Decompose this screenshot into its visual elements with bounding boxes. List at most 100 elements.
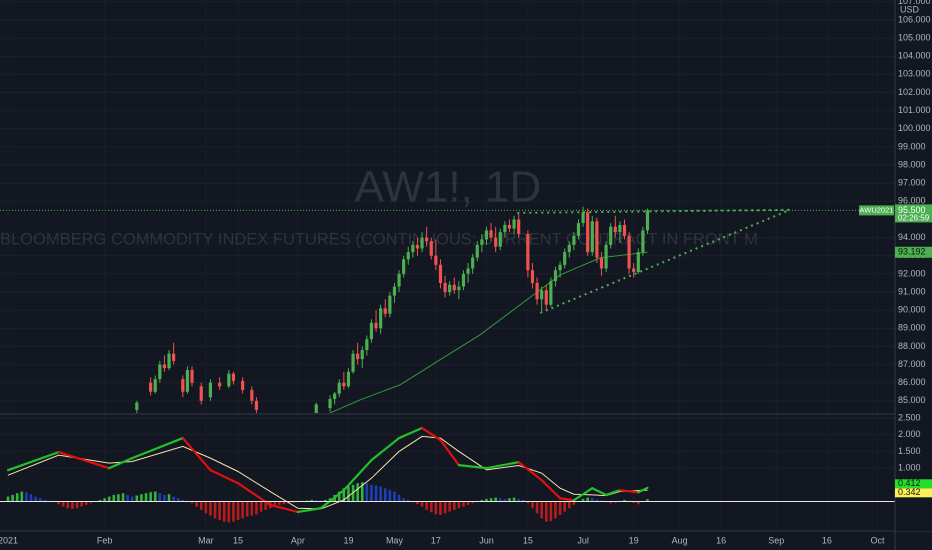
- histogram-bar: [590, 498, 594, 502]
- x-tick-label: 15: [233, 535, 243, 545]
- x-tick-label: Jul: [577, 535, 589, 545]
- macd-tick-label: 2.500: [898, 412, 921, 422]
- histogram-bar: [480, 499, 484, 502]
- histogram-bar: [130, 496, 134, 502]
- candle-body: [199, 386, 203, 401]
- histogram-bar: [190, 501, 194, 504]
- histogram-bar: [218, 501, 221, 520]
- histogram-bar: [126, 494, 129, 502]
- histogram-bar: [439, 501, 442, 515]
- contract-label: AWU2021: [860, 205, 894, 214]
- histogram-bar: [379, 486, 382, 502]
- histogram-bar: [57, 501, 60, 505]
- macd-line: [439, 438, 460, 467]
- candle-body: [420, 237, 424, 249]
- candle-body: [374, 322, 378, 329]
- candle-body: [429, 241, 433, 256]
- histogram-bar: [471, 501, 474, 504]
- histogram-bar: [609, 501, 612, 504]
- candle-body: [379, 308, 383, 329]
- signal-label: 0.342: [898, 487, 921, 497]
- y-tick-label: 88.000: [898, 341, 926, 351]
- histogram-bar: [98, 499, 102, 502]
- candle-body: [553, 270, 558, 282]
- x-tick-label: Oct: [871, 535, 886, 545]
- candle-body: [181, 379, 185, 392]
- histogram-bar: [103, 498, 106, 502]
- candle-body: [172, 353, 176, 361]
- histogram-bar: [429, 501, 433, 513]
- macd-tick-label: 1.500: [898, 446, 921, 456]
- watermark-description: BLOOMBERG COMMODITY INDEX FUTURES (CONTI…: [0, 230, 758, 248]
- macd-label-bg: [895, 479, 932, 489]
- candle-body: [480, 239, 484, 245]
- histogram-bar: [135, 495, 139, 502]
- candle-body: [388, 295, 392, 314]
- y-tick-label: 94.000: [898, 232, 926, 242]
- candle-body: [604, 244, 608, 269]
- candle-body: [135, 402, 139, 410]
- macd-line: [618, 489, 640, 494]
- candle-body: [346, 371, 351, 387]
- x-tick-label: 16: [716, 535, 726, 545]
- histogram-bar: [43, 499, 47, 502]
- candle-body: [544, 290, 548, 305]
- histogram-bar: [503, 498, 507, 502]
- candle-body: [149, 382, 153, 392]
- candle-body: [218, 382, 222, 387]
- candle-body: [448, 284, 452, 293]
- histogram-bar: [337, 491, 341, 502]
- currency: USD: [900, 4, 920, 14]
- histogram-bar: [370, 484, 373, 502]
- y-tick-label: 92.000: [898, 268, 926, 278]
- histogram-bar: [554, 501, 557, 519]
- x-tick-label: Sep: [768, 535, 784, 545]
- candle-body: [328, 399, 332, 409]
- histogram-bar: [181, 499, 185, 502]
- x-tick-label: 17: [431, 535, 441, 545]
- histogram-bar: [61, 501, 65, 507]
- candle-body: [526, 233, 530, 271]
- histogram-bar: [324, 499, 327, 502]
- macd-line: [131, 436, 184, 460]
- histogram-bar: [586, 497, 589, 502]
- y-tick-label: 104.000: [898, 51, 931, 61]
- candle-body: [461, 273, 466, 287]
- macd-line: [637, 486, 649, 494]
- histogram-bar: [374, 485, 378, 502]
- price-axis-bg: [895, 0, 932, 531]
- x-tick-label: 15: [523, 535, 533, 545]
- candle-body: [241, 380, 245, 390]
- candle-body: [590, 221, 594, 253]
- candle-body: [563, 252, 567, 265]
- histogram-bar: [167, 494, 171, 502]
- histogram-bar: [406, 499, 410, 502]
- histogram-bar: [360, 482, 364, 502]
- candle-body: [342, 382, 346, 387]
- histogram-bar: [209, 501, 212, 516]
- macd-line: [269, 503, 299, 514]
- signal-label-bg: [895, 488, 932, 498]
- histogram-bar: [20, 491, 24, 502]
- histogram-bar: [540, 501, 543, 519]
- contract-label-bg: [859, 205, 894, 216]
- histogram-bar: [613, 501, 617, 503]
- histogram-bar: [342, 488, 346, 502]
- histogram-bar: [15, 493, 19, 502]
- histogram-bar: [434, 501, 438, 515]
- candle-body: [549, 281, 553, 305]
- histogram-bar: [632, 501, 635, 503]
- histogram-bar: [213, 501, 217, 519]
- histogram-bar: [356, 483, 359, 502]
- candle-body: [167, 353, 171, 369]
- histogram-bar: [448, 501, 451, 512]
- macd-line: [591, 487, 608, 496]
- histogram-bar: [172, 496, 175, 502]
- countdown: 02:26:59: [898, 214, 930, 223]
- macd-line: [457, 464, 488, 470]
- candle-body: [208, 382, 213, 398]
- y-tick-label: 102.000: [898, 87, 931, 97]
- histogram-bar: [314, 500, 318, 502]
- macd-line: [604, 489, 621, 496]
- candle-body: [498, 232, 502, 247]
